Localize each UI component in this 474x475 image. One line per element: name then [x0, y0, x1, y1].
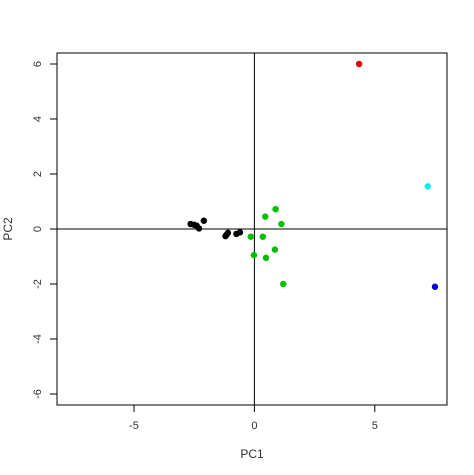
y-axis-title: PC2 [1, 217, 15, 241]
data-point [259, 233, 267, 240]
reference-lines [57, 53, 447, 405]
data-point [262, 213, 269, 220]
data-point [224, 229, 232, 237]
data-point [262, 254, 270, 262]
x-tick-label: -5 [129, 420, 139, 432]
x-axis-title: PC1 [240, 447, 264, 461]
y-axis: -6 -4 -2 0 2 4 6 [32, 61, 57, 399]
y-tick-label: 0 [32, 226, 44, 232]
y-tick-label: -6 [32, 389, 44, 399]
data-point [280, 280, 287, 288]
data-point [200, 217, 208, 224]
x-axis: -5 0 5 [129, 405, 378, 432]
data-point [424, 183, 431, 190]
data-point [272, 206, 279, 213]
data-point [278, 220, 285, 228]
data-point [195, 225, 203, 232]
x-tick-label: 0 [251, 420, 257, 432]
y-tick-label: 6 [32, 61, 44, 67]
y-tick-label: 2 [32, 171, 44, 177]
data-point [250, 251, 258, 259]
data-point [271, 246, 279, 253]
y-tick-label: -4 [32, 334, 44, 344]
y-tick-label: -2 [32, 279, 44, 289]
x-tick-label: 5 [372, 420, 378, 432]
data-point [247, 233, 254, 240]
data-point [431, 283, 439, 290]
data-point [236, 229, 244, 236]
y-tick-label: 4 [32, 116, 44, 122]
data-points [187, 60, 439, 290]
data-point [355, 60, 363, 68]
